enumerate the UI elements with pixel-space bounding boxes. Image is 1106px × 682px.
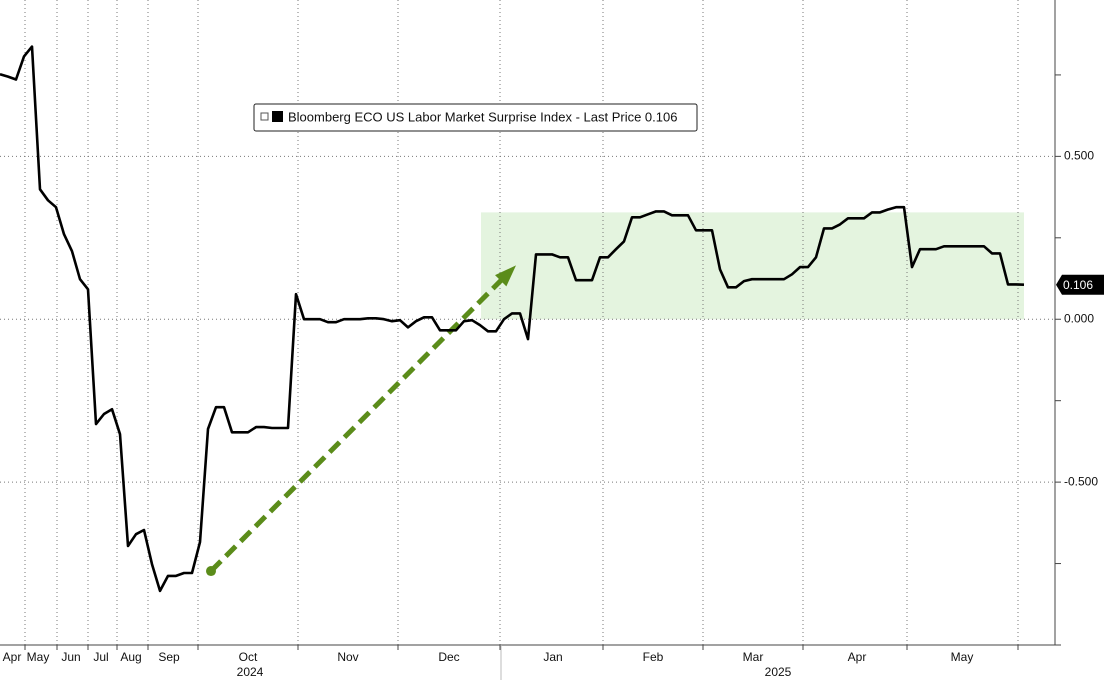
x-tick-label: Nov [337,650,358,664]
legend-box [253,103,698,132]
x-tick-label: Dec [438,650,459,664]
line-series [0,45,1025,593]
year-label: 2025 [765,665,792,679]
legend-swatch [272,111,283,122]
x-tick-label: Oct [239,650,258,664]
y-tick-label: -0.500 [1064,474,1098,488]
x-tick-label: Jan [543,650,562,664]
x-tick-label: Apr [3,650,22,664]
x-tick-label: May [27,650,50,664]
x-tick-label: Mar [743,650,764,664]
arrow-shaft [209,275,506,573]
legend-label: Bloomberg ECO US Labor Market Surprise I… [288,109,677,124]
x-tick-label: Sep [158,650,180,664]
x-tick-label: May [951,650,974,664]
year-label: 2024 [237,665,264,679]
legend-toggle [260,112,269,121]
x-tick-label: Jun [61,650,80,664]
arrow-head [495,265,516,287]
y-tick-label: 0.000 [1064,311,1094,325]
x-tick-label: Aug [120,650,141,664]
x-tick-label: Apr [848,650,867,664]
legend: Bloomberg ECO US Labor Market Surprise I… [253,103,698,132]
highlight-band [481,212,1024,320]
last-value-badge [1056,274,1104,295]
x-tick-label: Jul [93,650,108,664]
arrow-start [206,566,216,577]
last-value-label: 0.106 [1063,278,1093,292]
x-tick-label: Feb [643,650,664,664]
y-tick-label: 0.500 [1064,149,1094,163]
